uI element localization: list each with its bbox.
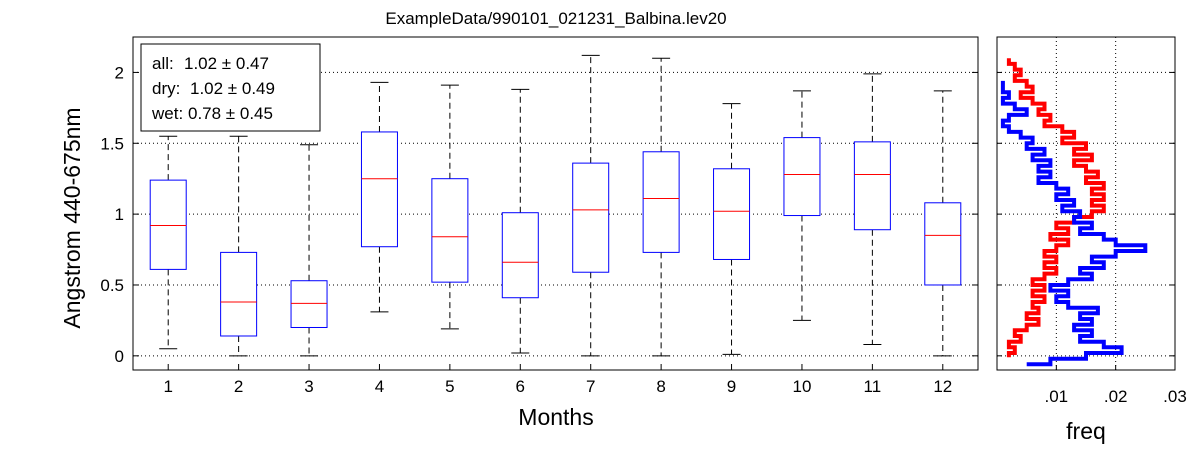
box-month-9 xyxy=(713,103,751,355)
x-tick-label: 2 xyxy=(234,377,243,396)
frequency-x-axis-label: freq xyxy=(1066,418,1106,444)
legend-entry-dry-label: dry: xyxy=(152,79,180,98)
x-tick-label: 11 xyxy=(864,377,882,396)
frequency-panel: .01 .02 .03 freq xyxy=(996,36,1187,444)
x-tick-label: 5 xyxy=(445,377,454,396)
box-month-6 xyxy=(501,88,539,354)
box-iqr xyxy=(642,151,680,253)
box-iqr xyxy=(501,212,539,299)
box-iqr xyxy=(360,131,398,248)
y-tick-label: 2 xyxy=(115,63,124,82)
box-month-10 xyxy=(783,90,821,321)
box-month-8 xyxy=(642,57,680,357)
box-month-5 xyxy=(431,84,469,330)
box-month-4 xyxy=(360,81,398,313)
x-tick-label: 12 xyxy=(933,377,952,396)
y-tick-label: 1 xyxy=(115,205,124,224)
legend-box xyxy=(140,43,321,132)
box-month-2 xyxy=(220,135,258,357)
box-month-11 xyxy=(853,73,891,345)
freq-series-dry xyxy=(1000,80,1148,367)
x-tick-label: 3 xyxy=(304,377,313,396)
freq-x-tick-label: .01 xyxy=(1045,387,1069,406)
x-tick-label: 6 xyxy=(516,377,525,396)
x-tick-label: 8 xyxy=(656,377,665,396)
y-tick-label: 1.5 xyxy=(100,134,124,153)
x-axis-label: Months xyxy=(518,404,593,430)
legend-entry-wet-value: 0.78 ± 0.45 xyxy=(188,104,273,123)
box-iqr xyxy=(783,137,821,217)
frequency-axes-frame xyxy=(996,36,1176,371)
legend-entry-wet-label: wet: xyxy=(151,104,183,123)
freq-x-tick-label: .03 xyxy=(1163,387,1187,406)
box-month-1 xyxy=(149,135,187,350)
box-month-7 xyxy=(572,54,610,357)
frequency-lines xyxy=(1000,58,1148,367)
box-iqr xyxy=(431,178,469,283)
box-iqr xyxy=(149,179,187,270)
box-iqr xyxy=(572,162,610,273)
frequency-ticks: .01 .02 .03 xyxy=(997,71,1187,406)
x-tick-label: 9 xyxy=(727,377,736,396)
y-tick-label: 0 xyxy=(115,347,124,366)
y-tick-label: 0.5 xyxy=(100,276,124,295)
y-axis-label: Angstrom 440-675nm xyxy=(59,107,85,328)
boxplot-axes-frame xyxy=(132,36,979,371)
box-iqr xyxy=(713,168,751,260)
x-tick-label: 4 xyxy=(375,377,384,396)
boxplot-marks xyxy=(149,54,962,357)
box-iqr xyxy=(220,251,258,337)
boxplot-panel: 00.511.521 2 3 4 5 6 7 8 9 10 11 12 ExampleData/990… xyxy=(59,9,979,430)
freq-series-wet xyxy=(1006,58,1106,358)
legend: all: 1.02 ± 0.47 dry: 1.02 ± 0.49 wet: 0… xyxy=(140,43,321,132)
legend-entry-all-value: 1.02 ± 0.47 xyxy=(184,54,269,73)
boxplot-ticks: 00.511.521 2 3 4 5 6 7 8 9 10 11 12 xyxy=(100,63,978,396)
legend-entry-all-label: all: xyxy=(152,54,174,73)
box-iqr xyxy=(290,280,328,328)
box-iqr xyxy=(853,141,891,231)
x-tick-label: 7 xyxy=(586,377,595,396)
chart-title: ExampleData/990101_021231_Balbina.lev20 xyxy=(385,9,726,28)
freq-x-tick-label: .02 xyxy=(1104,387,1128,406)
x-tick-label: 1 xyxy=(163,377,172,396)
x-tick-label: 10 xyxy=(792,377,811,396)
legend-entry-dry-value: 1.02 ± 0.49 xyxy=(190,79,275,98)
box-month-3 xyxy=(290,144,328,357)
box-iqr xyxy=(924,202,962,286)
box-month-12 xyxy=(924,90,962,357)
